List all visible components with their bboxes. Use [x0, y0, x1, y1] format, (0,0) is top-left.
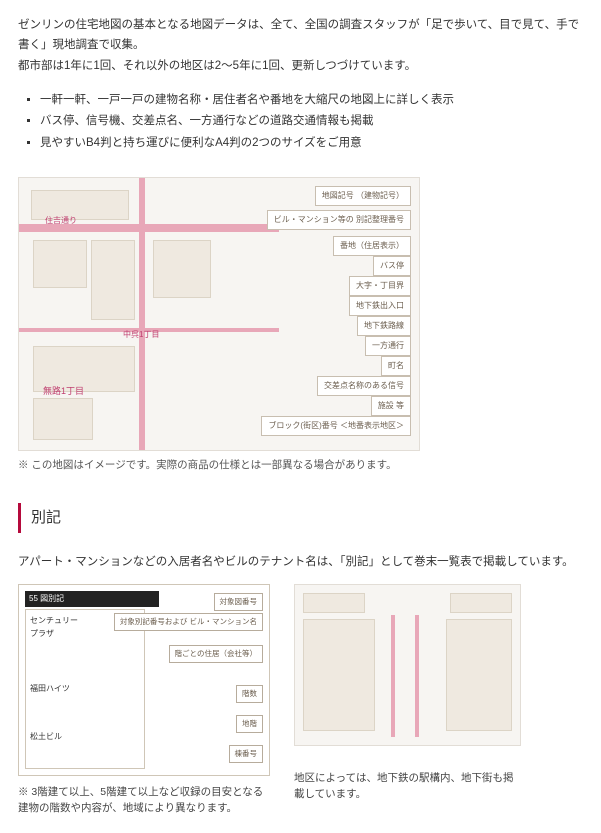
bekki-intro: アパート・マンションなどの入居者名やビルのテナント名は、「別記」として巻末一覧表…	[18, 553, 583, 573]
map-disclaimer: ※ この地図はイメージです。実際の商品の仕様とは一部異なる場合があります。	[18, 457, 583, 475]
feature-item: 見やすいB4判と持ち運びに便利なA4判の2つのサイズをご用意	[40, 134, 583, 154]
intro-line-2: 都市部は1年に1回、それ以外の地区は2〜5年に1回、更新しつづけています。	[18, 57, 583, 77]
map-legend-item: 番地（住居表示）	[333, 236, 411, 256]
bekki-left-caption: ※ 3階建て以上、5階建て以上など収録の目安となる建物の階数や内容が、地域により…	[18, 784, 268, 818]
section-heading-bekki: 別記	[18, 503, 583, 533]
map-legend-item: 交差点名称のある信号	[317, 376, 411, 396]
map-legend-item: ブロック(街区)番号 ＜地番表示地区＞	[261, 416, 411, 436]
map-legend-item: 地下鉄出入口	[349, 296, 411, 316]
map-legend-item: 大字・丁目界	[349, 276, 411, 296]
bekki-sample-image: 55 図別記 センチュリー プラザ 福田ハイツ 松土ビル 対象図番号 対象別記番…	[18, 584, 270, 776]
feature-list: 一軒一軒、一戸一戸の建物名称・居住者名や番地を大縮尺の地図上に詳しく表示 バス停…	[18, 91, 583, 154]
map-legend-item: 地下鉄路線	[357, 316, 411, 336]
bekki-right-caption: 地区によっては、地下鉄の駅構内、地下街も掲載しています。	[294, 770, 519, 804]
feature-item: バス停、信号機、交差点名、一方通行などの道路交通情報も掲載	[40, 112, 583, 132]
sample-map-image: 住吉通り 中呉1丁目 無路1丁目 地図記号 （建物記号） ビル・マンション等の …	[18, 177, 420, 451]
map-legend-item: バス停	[373, 256, 411, 276]
map-legend-item: 施設 等	[371, 396, 411, 416]
map-legend-item: 一方通行	[365, 336, 411, 356]
map-legend-item: 地図記号 （建物記号）	[315, 186, 411, 206]
intro-line-1: ゼンリンの住宅地図の基本となる地図データは、全て、全国の調査スタッフが「足で歩い…	[18, 16, 583, 55]
map-legend-item: 町名	[381, 356, 411, 376]
underground-map-image	[294, 584, 521, 746]
map-legend-item: ビル・マンション等の 別記整理番号	[267, 210, 411, 230]
feature-item: 一軒一軒、一戸一戸の建物名称・居住者名や番地を大縮尺の地図上に詳しく表示	[40, 91, 583, 111]
